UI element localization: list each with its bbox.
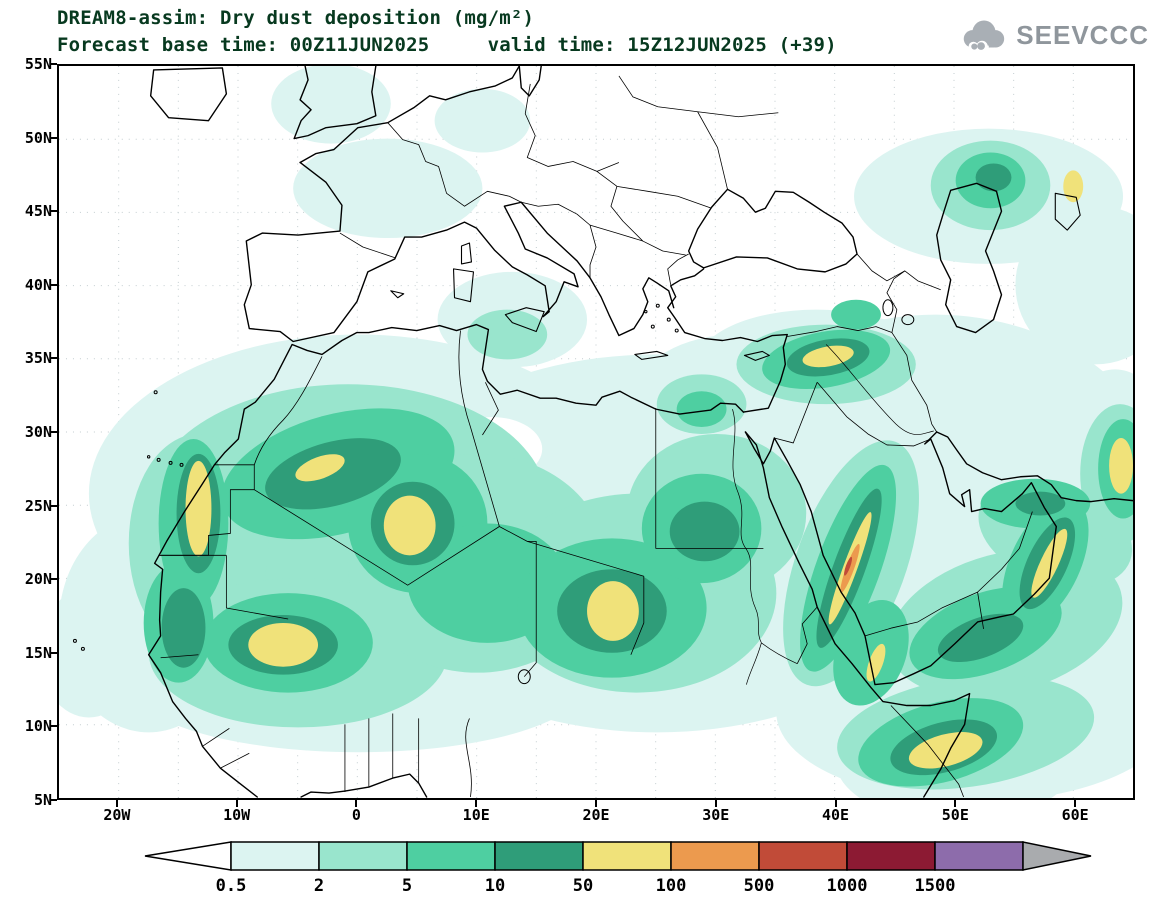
x-tick-label: 30E <box>702 806 730 824</box>
legend-label: 1000 <box>827 876 868 896</box>
title-line1: DREAM8-assim: Dry dust deposition (mg/m²… <box>57 7 535 29</box>
dust-level-50 <box>185 170 1133 769</box>
x-tick-mark <box>115 800 118 807</box>
dust-deposition-field <box>59 66 1133 798</box>
legend-label: 2 <box>314 876 324 896</box>
y-tick-mark <box>50 357 57 360</box>
x-tick-label: 40E <box>822 806 850 824</box>
y-tick-label: 35N <box>24 349 52 368</box>
y-tick-label: 45N <box>24 202 52 221</box>
seevccc-logo: SEEVCCC <box>957 18 1149 52</box>
x-tick-label: 50E <box>941 806 969 824</box>
x-tick-mark <box>355 800 358 807</box>
y-tick-mark <box>50 210 57 213</box>
legend-label: 10 <box>485 876 505 896</box>
map-frame <box>57 64 1135 800</box>
y-tick-mark <box>50 283 57 286</box>
y-tick-mark <box>50 799 57 801</box>
y-tick-mark <box>50 725 57 728</box>
x-tick-mark <box>714 800 717 807</box>
y-tick-mark <box>50 431 57 433</box>
logo-text: SEEVCCC <box>1016 19 1149 50</box>
x-tick-mark <box>235 800 238 807</box>
legend-color-cell <box>846 841 936 871</box>
legend-color-cell <box>758 841 848 871</box>
x-tick-label: 20W <box>103 806 131 824</box>
x-tick-mark <box>1074 800 1077 807</box>
y-tick-label: 40N <box>24 275 52 294</box>
legend-color-cell <box>494 841 584 871</box>
legend-color-cell <box>670 841 760 871</box>
map-canvas <box>59 66 1133 798</box>
x-tick-mark <box>475 800 478 807</box>
x-tick-label: 0 <box>351 806 361 824</box>
x-tick-mark <box>595 800 597 807</box>
y-tick-label: 25N <box>24 496 52 515</box>
x-tick-mark <box>834 800 837 807</box>
legend-arrow-high <box>1022 841 1092 871</box>
legend-label: 500 <box>744 876 775 896</box>
country-borders <box>158 75 1033 798</box>
title-line2: Forecast base time: 00Z11JUN2025 valid t… <box>57 34 837 56</box>
y-tick-label: 20N <box>24 570 52 589</box>
x-tick-label: 60E <box>1061 806 1089 824</box>
y-tick-label: 50N <box>24 128 52 147</box>
legend-label: 1500 <box>915 876 956 896</box>
y-tick-mark <box>50 63 57 65</box>
rivers <box>732 344 934 685</box>
y-tick-label: 30N <box>24 423 52 441</box>
legend-label: 5 <box>402 876 412 896</box>
y-tick-label: 5N <box>33 791 52 809</box>
x-tick-label: 10W <box>223 806 251 824</box>
legend-color-cell <box>318 841 408 871</box>
islands-and-lakes <box>72 192 1081 685</box>
legend-label: 100 <box>656 876 687 896</box>
legend-color-cell <box>934 841 1024 871</box>
coastlines <box>147 66 1133 798</box>
x-tick-label: 10E <box>462 806 490 824</box>
color-scale-legend: 0.5 2 5 10 50 100 500 1000 1500 <box>144 841 1092 896</box>
dust-level-500 <box>844 556 853 576</box>
y-tick-label: 10N <box>24 717 52 736</box>
y-tick-mark <box>50 578 57 581</box>
dust-level-100 <box>840 543 860 593</box>
y-tick-mark <box>50 504 57 507</box>
x-tick-mark <box>954 800 957 807</box>
legend-color-cell <box>582 841 672 871</box>
legend-label: 50 <box>573 876 593 896</box>
legend-label: 0.5 <box>216 876 247 896</box>
legend-color-cell <box>230 841 320 871</box>
x-tick-label: 20E <box>582 806 610 824</box>
cloud-icon <box>964 20 1005 52</box>
y-tick-label: 15N <box>24 643 52 662</box>
y-tick-label: 55N <box>24 55 52 73</box>
y-tick-mark <box>50 651 57 654</box>
legend-color-cell <box>406 841 496 871</box>
legend-arrow-low <box>144 841 232 871</box>
y-tick-mark <box>50 136 57 139</box>
page-title: DREAM8-assim: Dry dust deposition (mg/m²… <box>57 5 837 59</box>
